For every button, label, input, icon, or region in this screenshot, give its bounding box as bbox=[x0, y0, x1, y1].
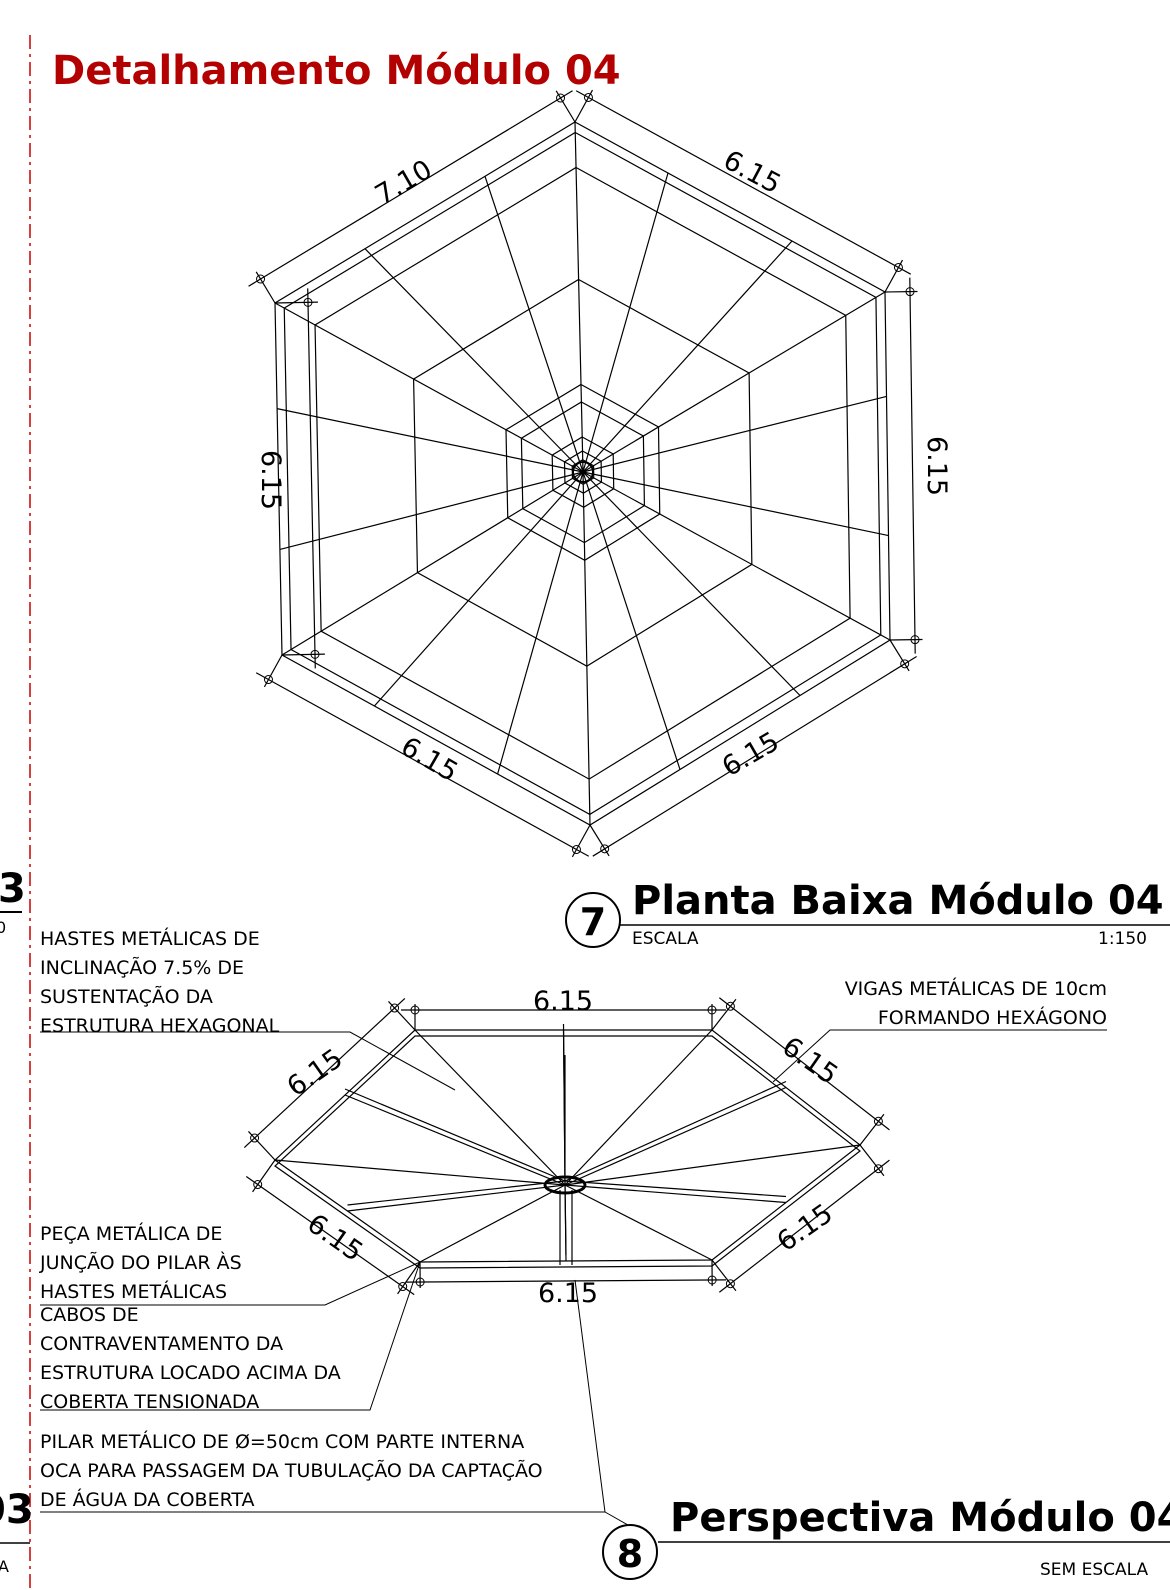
rod bbox=[275, 1160, 565, 1185]
caption-title: Perspectiva Módulo 04 bbox=[670, 1495, 1170, 1541]
spoke bbox=[280, 472, 583, 549]
annotation-line: DE ÁGUA DA COBERTA bbox=[40, 1488, 255, 1511]
dimension-label: 6.15 bbox=[282, 1043, 349, 1103]
annotation-line: PEÇA METÁLICA DE bbox=[40, 1222, 222, 1245]
dimension-label: 7.10 bbox=[370, 154, 438, 211]
dimension-label: 6.15 bbox=[921, 436, 952, 496]
annotation-line: CABOS DE bbox=[40, 1304, 139, 1326]
rod bbox=[345, 1095, 565, 1185]
spoke bbox=[275, 303, 583, 472]
rod bbox=[565, 1082, 786, 1182]
rod bbox=[420, 1185, 565, 1262]
spoke bbox=[485, 176, 583, 472]
spoke bbox=[583, 173, 668, 472]
annotation-line: JUNÇÃO DO PILAR ÀS bbox=[39, 1251, 242, 1274]
spoke bbox=[583, 292, 885, 472]
dimension-label: 6.15 bbox=[776, 1031, 843, 1091]
leader-line bbox=[605, 1512, 628, 1525]
fragment: A bbox=[0, 1557, 9, 1576]
rod bbox=[348, 1185, 566, 1211]
scale-label: ESCALA bbox=[632, 929, 699, 949]
spoke bbox=[277, 409, 583, 472]
spoke bbox=[583, 472, 590, 825]
spoke bbox=[583, 472, 889, 536]
sheet-title: Detalhamento Módulo 04 bbox=[52, 48, 621, 94]
annotation-line: ESTRUTURA HEXAGONAL bbox=[40, 1015, 280, 1037]
caption-number: 8 bbox=[617, 1532, 643, 1576]
annotation-line: SUSTENTAÇÃO DA bbox=[40, 985, 213, 1008]
annotation-line: FORMANDO HEXÁGONO bbox=[878, 1006, 1107, 1029]
caption-number: 7 bbox=[580, 900, 606, 944]
dimension-label: 6.15 bbox=[533, 986, 593, 1017]
rod bbox=[415, 1030, 565, 1185]
dimension-label: 6.15 bbox=[717, 726, 785, 783]
extension-line bbox=[248, 1131, 275, 1160]
spoke bbox=[374, 472, 583, 706]
extension-line bbox=[388, 1001, 415, 1030]
extension-line bbox=[712, 999, 736, 1030]
extension-line bbox=[860, 1114, 884, 1145]
annotation-line: VIGAS METÁLICAS DE 10cm bbox=[845, 977, 1107, 1000]
extension-line bbox=[860, 1145, 884, 1176]
annotation-line: HASTES METÁLICAS DE bbox=[40, 927, 260, 950]
dimension-line bbox=[308, 288, 316, 668]
extension-line bbox=[253, 1160, 275, 1192]
dimension-label: 6.15 bbox=[718, 145, 786, 201]
annotation-line: INCLINAÇÃO 7.5% DE bbox=[40, 956, 244, 979]
annotation-line: OCA PARA PASSAGEM DA TUBULAÇÃO DA CAPTAÇ… bbox=[40, 1459, 543, 1482]
spoke bbox=[583, 396, 887, 472]
spoke bbox=[583, 472, 800, 696]
spoke bbox=[575, 122, 583, 472]
spoke bbox=[583, 241, 792, 472]
spoke bbox=[498, 472, 583, 774]
rod bbox=[348, 1181, 566, 1205]
plan-drawing: 7.10 6.15 6.15 6.15 6.15 6.15 bbox=[249, 90, 952, 857]
sheet: Detalhamento Módulo 04 3 0 03 A 7.10 6.15… bbox=[0, 0, 1170, 1590]
rod bbox=[345, 1089, 565, 1181]
caption-title: Planta Baixa Módulo 04 bbox=[632, 878, 1164, 924]
scale: 1:150 bbox=[1098, 929, 1147, 949]
scale: SEM ESCALA bbox=[1040, 1560, 1148, 1580]
dimension-label: 6.15 bbox=[538, 1278, 598, 1309]
annotation-line: ESTRUTURA LOCADO ACIMA DA bbox=[40, 1362, 341, 1384]
fragment: 0 bbox=[0, 918, 6, 937]
dimension-label: 6.15 bbox=[255, 450, 286, 510]
rod bbox=[565, 1185, 712, 1260]
annotation-line: CONTRAVENTAMENTO DA bbox=[40, 1333, 283, 1355]
extension-line bbox=[712, 1260, 736, 1291]
annotation-line: HASTES METÁLICAS bbox=[40, 1280, 227, 1303]
rod bbox=[565, 1030, 712, 1185]
dimension-label: 6.15 bbox=[301, 1208, 368, 1268]
annotation-line: PILAR METÁLICO DE Ø=50cm COM PARTE INTER… bbox=[40, 1430, 524, 1453]
dimension-line bbox=[910, 278, 915, 654]
fragment: 3 bbox=[0, 866, 26, 912]
spoke bbox=[365, 249, 583, 472]
spoke bbox=[282, 472, 583, 655]
fragment: 03 bbox=[0, 1487, 34, 1533]
dimension-label: 6.15 bbox=[395, 731, 463, 788]
leader-line bbox=[40, 1032, 455, 1090]
